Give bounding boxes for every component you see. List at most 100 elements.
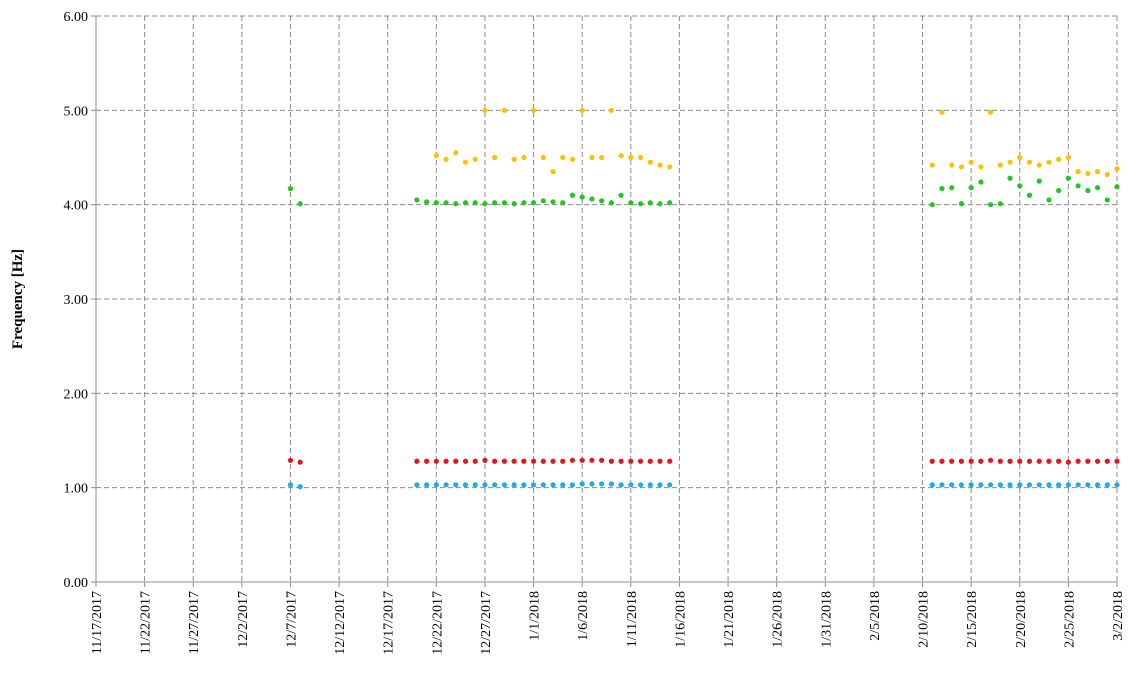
- point: [1104, 171, 1110, 178]
- point: [501, 482, 507, 488]
- point: [1017, 183, 1023, 189]
- point: [968, 159, 974, 165]
- x-tick-label: 11/22/2017: [139, 591, 154, 654]
- point: [1046, 159, 1052, 165]
- point: [1085, 458, 1091, 464]
- point: [443, 458, 449, 464]
- point: [482, 107, 488, 113]
- point: [929, 202, 935, 208]
- point: [560, 482, 566, 488]
- x-tick-label: 12/12/2017: [333, 591, 348, 655]
- point: [472, 458, 478, 464]
- point: [1065, 459, 1071, 465]
- point: [939, 186, 945, 192]
- point: [462, 200, 469, 206]
- point: [958, 201, 965, 207]
- point: [628, 154, 634, 161]
- point: [472, 156, 478, 162]
- point: [433, 200, 439, 206]
- point: [453, 201, 459, 207]
- point: [637, 201, 644, 207]
- point: [550, 482, 556, 488]
- point: [1036, 482, 1042, 488]
- y-tick-label: 6.00: [64, 10, 89, 25]
- point: [599, 154, 605, 161]
- x-tick-label: 11/17/2017: [90, 591, 105, 654]
- x-tick-label: 11/27/2017: [187, 591, 202, 654]
- point: [297, 201, 303, 207]
- point: [978, 482, 984, 488]
- x-tick-label: 3/2/2018: [1111, 591, 1126, 641]
- point: [472, 200, 478, 206]
- point: [929, 482, 935, 488]
- point: [599, 481, 605, 487]
- point: [978, 164, 984, 170]
- point: [433, 153, 439, 159]
- point: [1046, 482, 1052, 488]
- point: [589, 196, 595, 202]
- point: [949, 458, 955, 464]
- point: [1017, 154, 1023, 161]
- point: [579, 107, 585, 113]
- point: [1017, 458, 1023, 464]
- point: [540, 198, 546, 204]
- point: [589, 154, 595, 161]
- point: [530, 200, 537, 206]
- y-tick-label: 0.00: [64, 576, 89, 591]
- point: [1075, 183, 1081, 189]
- point: [618, 192, 624, 198]
- point: [1094, 458, 1101, 464]
- x-tick-label: 1/11/2018: [625, 591, 640, 647]
- y-tick-label: 3.00: [64, 293, 89, 308]
- series: [287, 175, 1120, 208]
- point: [443, 200, 449, 206]
- point: [1056, 482, 1062, 488]
- point: [968, 482, 974, 488]
- point: [287, 482, 294, 488]
- point: [608, 458, 614, 464]
- point: [618, 458, 624, 464]
- point: [560, 200, 566, 206]
- point: [628, 458, 634, 464]
- point: [424, 199, 430, 205]
- x-tick-label: 1/26/2018: [771, 591, 786, 648]
- point: [1046, 197, 1052, 203]
- x-tick-label: 12/27/2017: [479, 591, 494, 655]
- point: [424, 482, 430, 488]
- point: [521, 154, 527, 161]
- y-axis-title: Frequency [Hz]: [10, 249, 26, 349]
- point: [472, 482, 478, 488]
- point: [1007, 482, 1013, 488]
- point: [987, 202, 994, 208]
- point: [637, 154, 644, 161]
- point: [657, 482, 663, 488]
- point: [1036, 458, 1042, 464]
- point: [1094, 169, 1101, 175]
- x-tick-label: 1/6/2018: [576, 591, 591, 641]
- point: [1085, 170, 1091, 177]
- point: [657, 458, 663, 464]
- point: [589, 481, 595, 487]
- x-tick-label: 2/15/2018: [965, 591, 980, 648]
- x-tick-label: 2/20/2018: [1014, 591, 1029, 648]
- point: [667, 482, 673, 488]
- point: [608, 481, 614, 487]
- point: [569, 457, 576, 463]
- y-tick-label: 1.00: [64, 482, 89, 497]
- point: [1085, 482, 1091, 488]
- point: [1075, 169, 1081, 175]
- point: [987, 457, 994, 463]
- point: [958, 482, 965, 488]
- point: [1007, 458, 1013, 464]
- series: [433, 107, 1120, 178]
- x-tick-label: 12/17/2017: [382, 591, 397, 655]
- point: [939, 109, 945, 115]
- x-tick-label: 2/25/2018: [1062, 591, 1077, 648]
- x-tick-label: 2/10/2018: [917, 591, 932, 648]
- point: [637, 458, 644, 464]
- point: [997, 162, 1003, 168]
- point: [608, 107, 614, 113]
- series: [287, 481, 1120, 490]
- point: [958, 458, 965, 464]
